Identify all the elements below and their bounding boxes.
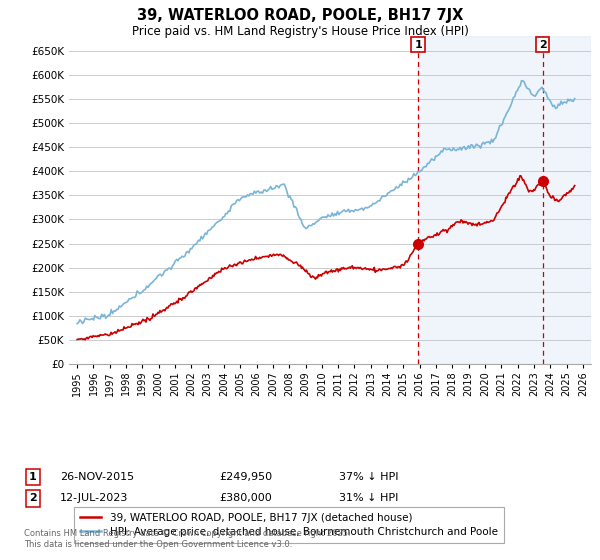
- Text: 1: 1: [29, 472, 37, 482]
- Text: 31% ↓ HPI: 31% ↓ HPI: [339, 493, 398, 503]
- Text: 39, WATERLOO ROAD, POOLE, BH17 7JX: 39, WATERLOO ROAD, POOLE, BH17 7JX: [137, 8, 463, 24]
- Bar: [418, 36, 591, 364]
- Text: 2: 2: [29, 493, 37, 503]
- Text: 26-NOV-2015: 26-NOV-2015: [60, 472, 134, 482]
- Text: £380,000: £380,000: [219, 493, 272, 503]
- Text: Contains HM Land Registry data © Crown copyright and database right 2025.
This d: Contains HM Land Registry data © Crown c…: [24, 529, 350, 549]
- Text: £249,950: £249,950: [219, 472, 272, 482]
- Legend: 39, WATERLOO ROAD, POOLE, BH17 7JX (detached house), HPI: Average price, detache: 39, WATERLOO ROAD, POOLE, BH17 7JX (deta…: [74, 507, 504, 543]
- Text: Price paid vs. HM Land Registry's House Price Index (HPI): Price paid vs. HM Land Registry's House …: [131, 25, 469, 38]
- Text: 12-JUL-2023: 12-JUL-2023: [60, 493, 128, 503]
- Text: 37% ↓ HPI: 37% ↓ HPI: [339, 472, 398, 482]
- Text: 2: 2: [539, 40, 547, 50]
- Text: 1: 1: [414, 40, 422, 50]
